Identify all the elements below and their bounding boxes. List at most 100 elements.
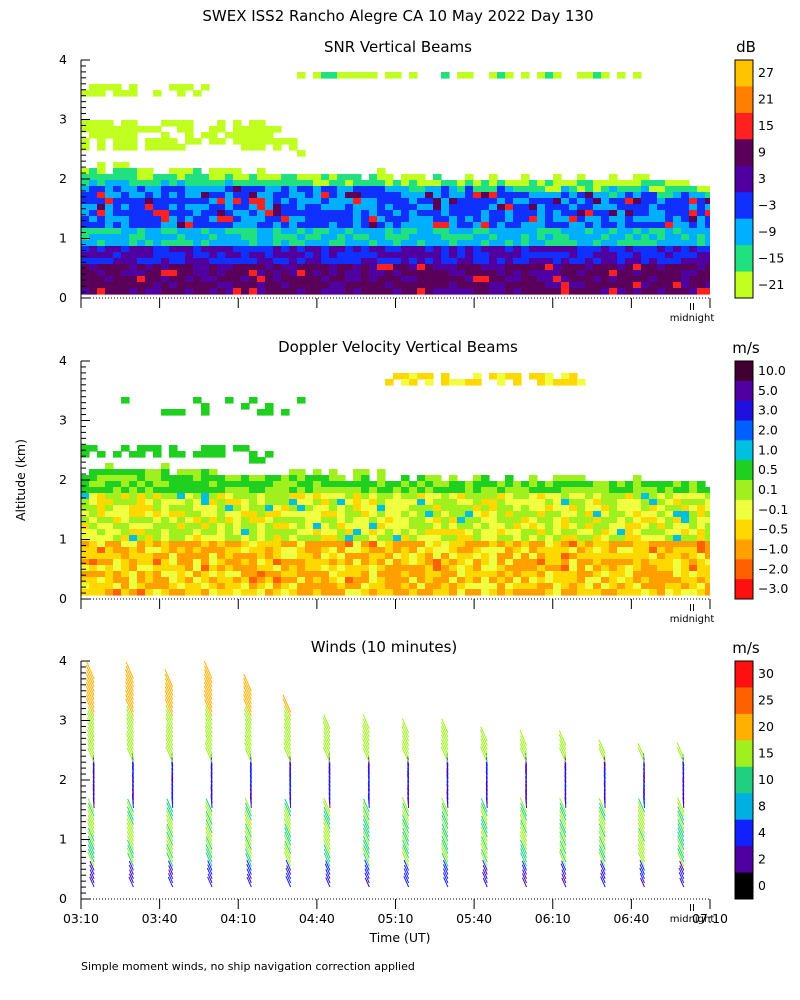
wind-barb [480, 802, 488, 817]
heatmap-cell [609, 523, 618, 530]
heatmap-cell [337, 475, 346, 482]
heatmap-cell [241, 138, 250, 145]
heatmap-cell [513, 180, 522, 187]
heatmap-cell [513, 583, 522, 590]
heatmap-cell [305, 589, 314, 596]
heatmap-cell [97, 469, 106, 476]
heatmap-cell [225, 228, 234, 235]
heatmap-cell [169, 288, 178, 295]
wind-barb [519, 813, 527, 829]
wind-barb [441, 814, 449, 829]
heatmap-cell [521, 589, 530, 596]
heatmap-cell [529, 240, 538, 247]
heatmap-cell [369, 246, 378, 253]
heatmap-cell [233, 192, 242, 199]
heatmap-cell [473, 264, 482, 271]
heatmap-cell [585, 517, 594, 524]
colorbar-swatch [735, 872, 753, 900]
heatmap-cell [329, 180, 338, 187]
wind-barb [520, 819, 527, 834]
heatmap-cell [433, 186, 442, 193]
heatmap-cell [393, 547, 402, 554]
heatmap-cell [625, 493, 634, 500]
heatmap-cell [257, 288, 266, 295]
wind-barb [677, 827, 685, 842]
heatmap-cell [473, 246, 482, 253]
wind-barb [559, 848, 567, 863]
wind-barb [559, 814, 567, 829]
heatmap-cell [153, 445, 162, 452]
heatmap-cell [393, 523, 402, 530]
heatmap-cell [329, 72, 338, 79]
heatmap-cell [185, 258, 194, 265]
heatmap-cell [529, 282, 538, 289]
heatmap-cell [289, 511, 298, 518]
heatmap-cell [697, 499, 706, 506]
heatmap-cell [153, 126, 162, 133]
wind-barb [285, 867, 292, 879]
heatmap-cell [689, 198, 698, 205]
heatmap-cell [609, 499, 618, 506]
heatmap-cell [193, 264, 202, 271]
heatmap-cell [145, 288, 154, 295]
heatmap-cell [649, 282, 658, 289]
heatmap-cell [353, 264, 362, 271]
heatmap-cell [153, 511, 162, 518]
heatmap-cell [105, 180, 114, 187]
heatmap-cell [313, 529, 322, 536]
heatmap-cell [649, 505, 658, 512]
heatmap-cell [481, 234, 490, 241]
heatmap-cell [665, 565, 674, 572]
heatmap-cell [377, 264, 386, 271]
heatmap-cell [689, 282, 698, 289]
heatmap-cell [297, 541, 306, 548]
wind-barb [637, 805, 645, 821]
heatmap-cell [369, 240, 378, 247]
wind-barb [126, 708, 134, 725]
heatmap-cell [97, 282, 106, 289]
heatmap-cell [577, 282, 586, 289]
wind-barb [403, 876, 410, 888]
wind-barb [362, 840, 370, 854]
heatmap-cell [89, 517, 98, 524]
heatmap-cell [569, 541, 578, 548]
heatmap-cell [249, 198, 258, 205]
heatmap-cell [577, 505, 586, 512]
heatmap-cell [257, 264, 266, 271]
wind-barb [85, 665, 95, 684]
heatmap-cell [697, 529, 706, 536]
wind-barb [441, 805, 449, 821]
heatmap-cell [305, 553, 314, 560]
heatmap-cell [97, 505, 106, 512]
heatmap-cell [305, 186, 314, 193]
wind-barb [679, 877, 685, 888]
heatmap-cell [441, 204, 450, 211]
heatmap-cell [153, 565, 162, 572]
wind-barb [126, 822, 134, 838]
heatmap-cell [257, 258, 266, 265]
wind-barb [364, 864, 370, 875]
heatmap-cell [521, 499, 530, 506]
heatmap-cell [617, 535, 626, 542]
heatmap-cell [361, 270, 370, 277]
heatmap-cell [185, 565, 194, 572]
heatmap-cell [169, 481, 178, 488]
wind-barb [166, 839, 174, 854]
heatmap-cell [185, 541, 194, 548]
heatmap-cell [641, 180, 650, 187]
heatmap-cell [129, 505, 138, 512]
heatmap-cell [689, 270, 698, 277]
heatmap-cell [393, 276, 402, 283]
heatmap-cell [689, 541, 698, 548]
heatmap-cell [537, 493, 546, 500]
heatmap-cell [417, 475, 426, 482]
heatmap-cell [193, 90, 202, 97]
heatmap-cell [289, 204, 298, 211]
wind-barb [283, 746, 292, 763]
heatmap-cell [137, 589, 146, 596]
heatmap-cell [497, 186, 506, 193]
heatmap-cell [569, 234, 578, 241]
heatmap-cell [121, 397, 130, 404]
heatmap-cell [281, 565, 290, 572]
